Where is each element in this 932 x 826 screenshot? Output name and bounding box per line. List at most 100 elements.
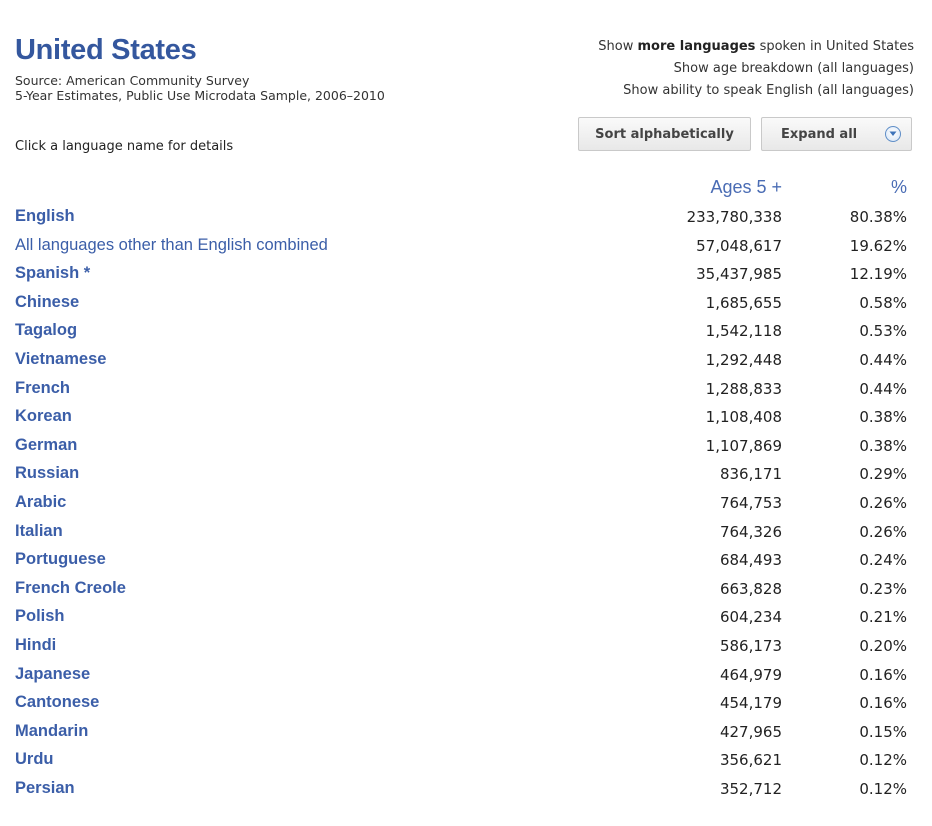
speaker-count: 604,234	[719, 608, 782, 627]
speaker-percent: 0.20%	[859, 636, 907, 655]
speaker-count: 454,179	[719, 694, 782, 713]
speaker-count: 1,108,408	[705, 408, 782, 427]
table-row: Russian 836,171 0.29%	[0, 460, 932, 489]
speaker-percent: 0.29%	[859, 465, 907, 484]
speaker-percent: 0.16%	[859, 694, 907, 713]
speaker-count: 57,048,617	[696, 236, 782, 255]
speaker-percent: 0.44%	[859, 379, 907, 398]
speaker-percent: 0.44%	[859, 350, 907, 369]
table-row: German 1,107,869 0.38%	[0, 432, 932, 461]
table-row: Polish 604,234 0.21%	[0, 603, 932, 632]
language-name-link[interactable]: Russian	[15, 464, 80, 483]
speaker-percent: 0.26%	[859, 493, 907, 512]
language-name-link[interactable]: Polish	[15, 607, 65, 626]
speaker-count: 352,712	[719, 779, 782, 798]
chevron-down-circle-icon	[885, 126, 901, 142]
speaker-percent: 0.21%	[859, 608, 907, 627]
speaker-count: 764,753	[719, 493, 782, 512]
language-name-link[interactable]: Portuguese	[15, 550, 106, 569]
column-header-ages[interactable]: Ages 5 +	[710, 177, 782, 197]
table-row: Hindi 586,173 0.20%	[0, 632, 932, 661]
source-note: Source: American Community Survey 5-Year…	[15, 73, 385, 103]
table-row: French Creole 663,828 0.23%	[0, 575, 932, 604]
table-row: All languages other than English combine…	[0, 232, 932, 261]
speaker-percent: 12.19%	[849, 265, 907, 284]
speaker-percent: 0.53%	[859, 322, 907, 341]
table-row: Italian 764,326 0.26%	[0, 518, 932, 547]
source-line-1: Source: American Community Survey	[15, 73, 250, 88]
language-name-link[interactable]: Spanish *	[15, 264, 91, 283]
speaker-count: 1,288,833	[705, 379, 782, 398]
speaker-percent: 0.26%	[859, 522, 907, 541]
table-row: Spanish * 35,437,985 12.19%	[0, 260, 932, 289]
speaker-count: 663,828	[719, 579, 782, 598]
show-age-breakdown-link[interactable]: Show age breakdown (all languages)	[673, 61, 914, 76]
speaker-count: 836,171	[719, 465, 782, 484]
language-name-link[interactable]: Hindi	[15, 635, 57, 654]
speaker-count: 764,326	[719, 522, 782, 541]
show-ability-link[interactable]: Show ability to speak English (all langu…	[623, 83, 914, 98]
table-row: Persian 352,712 0.12%	[0, 775, 932, 804]
speaker-percent: 0.15%	[859, 722, 907, 741]
language-name-link[interactable]: All languages other than English combine…	[15, 235, 328, 254]
options-links: Show more languages spoken in United Sta…	[598, 36, 914, 102]
language-name-link[interactable]: Korean	[15, 407, 72, 426]
language-name-link[interactable]: German	[15, 435, 78, 454]
speaker-count: 1,685,655	[705, 293, 782, 312]
table-row: French 1,288,833 0.44%	[0, 375, 932, 404]
column-header-percent[interactable]: %	[890, 177, 907, 197]
page-title: United States	[15, 34, 197, 66]
table-row: Tagalog 1,542,118 0.53%	[0, 317, 932, 346]
speaker-count: 1,107,869	[705, 436, 782, 455]
speaker-count: 356,621	[719, 751, 782, 770]
expand-all-button[interactable]: Expand all	[761, 117, 912, 151]
speaker-count: 427,965	[719, 722, 782, 741]
speaker-percent: 0.12%	[859, 779, 907, 798]
show-more-suffix: spoken in United States	[755, 39, 914, 54]
table-row: Arabic 764,753 0.26%	[0, 489, 932, 518]
table-row: English 233,780,338 80.38%	[0, 203, 932, 232]
language-name-link[interactable]: Persian	[15, 778, 75, 797]
expand-button-label: Expand all	[781, 126, 858, 142]
table-row: Chinese 1,685,655 0.58%	[0, 289, 932, 318]
language-name-link[interactable]: Tagalog	[15, 321, 78, 340]
language-name-link[interactable]: Urdu	[15, 750, 54, 769]
speaker-count: 233,780,338	[686, 208, 782, 226]
table-row: Urdu 356,621 0.12%	[0, 746, 932, 775]
language-name-link[interactable]: Cantonese	[15, 693, 100, 712]
language-name-link[interactable]: Mandarin	[15, 721, 89, 740]
language-table: English 233,780,338 80.38% All languages ot…	[0, 203, 932, 803]
table-row: Portuguese 684,493 0.24%	[0, 546, 932, 575]
speaker-count: 35,437,985	[696, 265, 782, 284]
language-name-link[interactable]: French	[15, 378, 71, 397]
show-more-bold: more languages	[637, 39, 756, 54]
language-name-link[interactable]: French Creole	[15, 578, 126, 597]
speaker-percent: 0.12%	[859, 751, 907, 770]
table-row: Cantonese 454,179 0.16%	[0, 689, 932, 718]
language-name-link[interactable]: Japanese	[15, 664, 91, 683]
speaker-percent: 19.62%	[849, 236, 907, 255]
table-row: Vietnamese 1,292,448 0.44%	[0, 346, 932, 375]
speaker-count: 1,292,448	[705, 350, 782, 369]
speaker-percent: 0.38%	[859, 408, 907, 427]
speaker-count: 586,173	[719, 636, 782, 655]
instruction-text: Click a language name for details	[15, 139, 234, 154]
table-row: Japanese 464,979 0.16%	[0, 661, 932, 690]
speaker-count: 684,493	[719, 551, 782, 570]
language-name-link[interactable]: Italian	[15, 521, 63, 540]
show-more-languages-link[interactable]: Show more languages spoken in United Sta…	[598, 36, 914, 58]
language-name-link[interactable]: English	[15, 207, 75, 225]
show-more-prefix: Show	[598, 39, 638, 54]
speaker-count: 464,979	[719, 665, 782, 684]
speaker-percent: 0.58%	[859, 293, 907, 312]
language-name-link[interactable]: Vietnamese	[15, 349, 107, 368]
sort-button-label: Sort alphabetically	[595, 126, 734, 142]
sort-alphabetically-button[interactable]: Sort alphabetically	[578, 117, 751, 151]
language-name-link[interactable]: Chinese	[15, 292, 80, 311]
speaker-percent: 0.23%	[859, 579, 907, 598]
table-row: Korean 1,108,408 0.38%	[0, 403, 932, 432]
speaker-count: 1,542,118	[705, 322, 782, 341]
language-name-link[interactable]: Arabic	[15, 492, 67, 511]
source-line-2: 5-Year Estimates, Public Use Microdata S…	[15, 88, 385, 103]
speaker-percent: 0.16%	[859, 665, 907, 684]
